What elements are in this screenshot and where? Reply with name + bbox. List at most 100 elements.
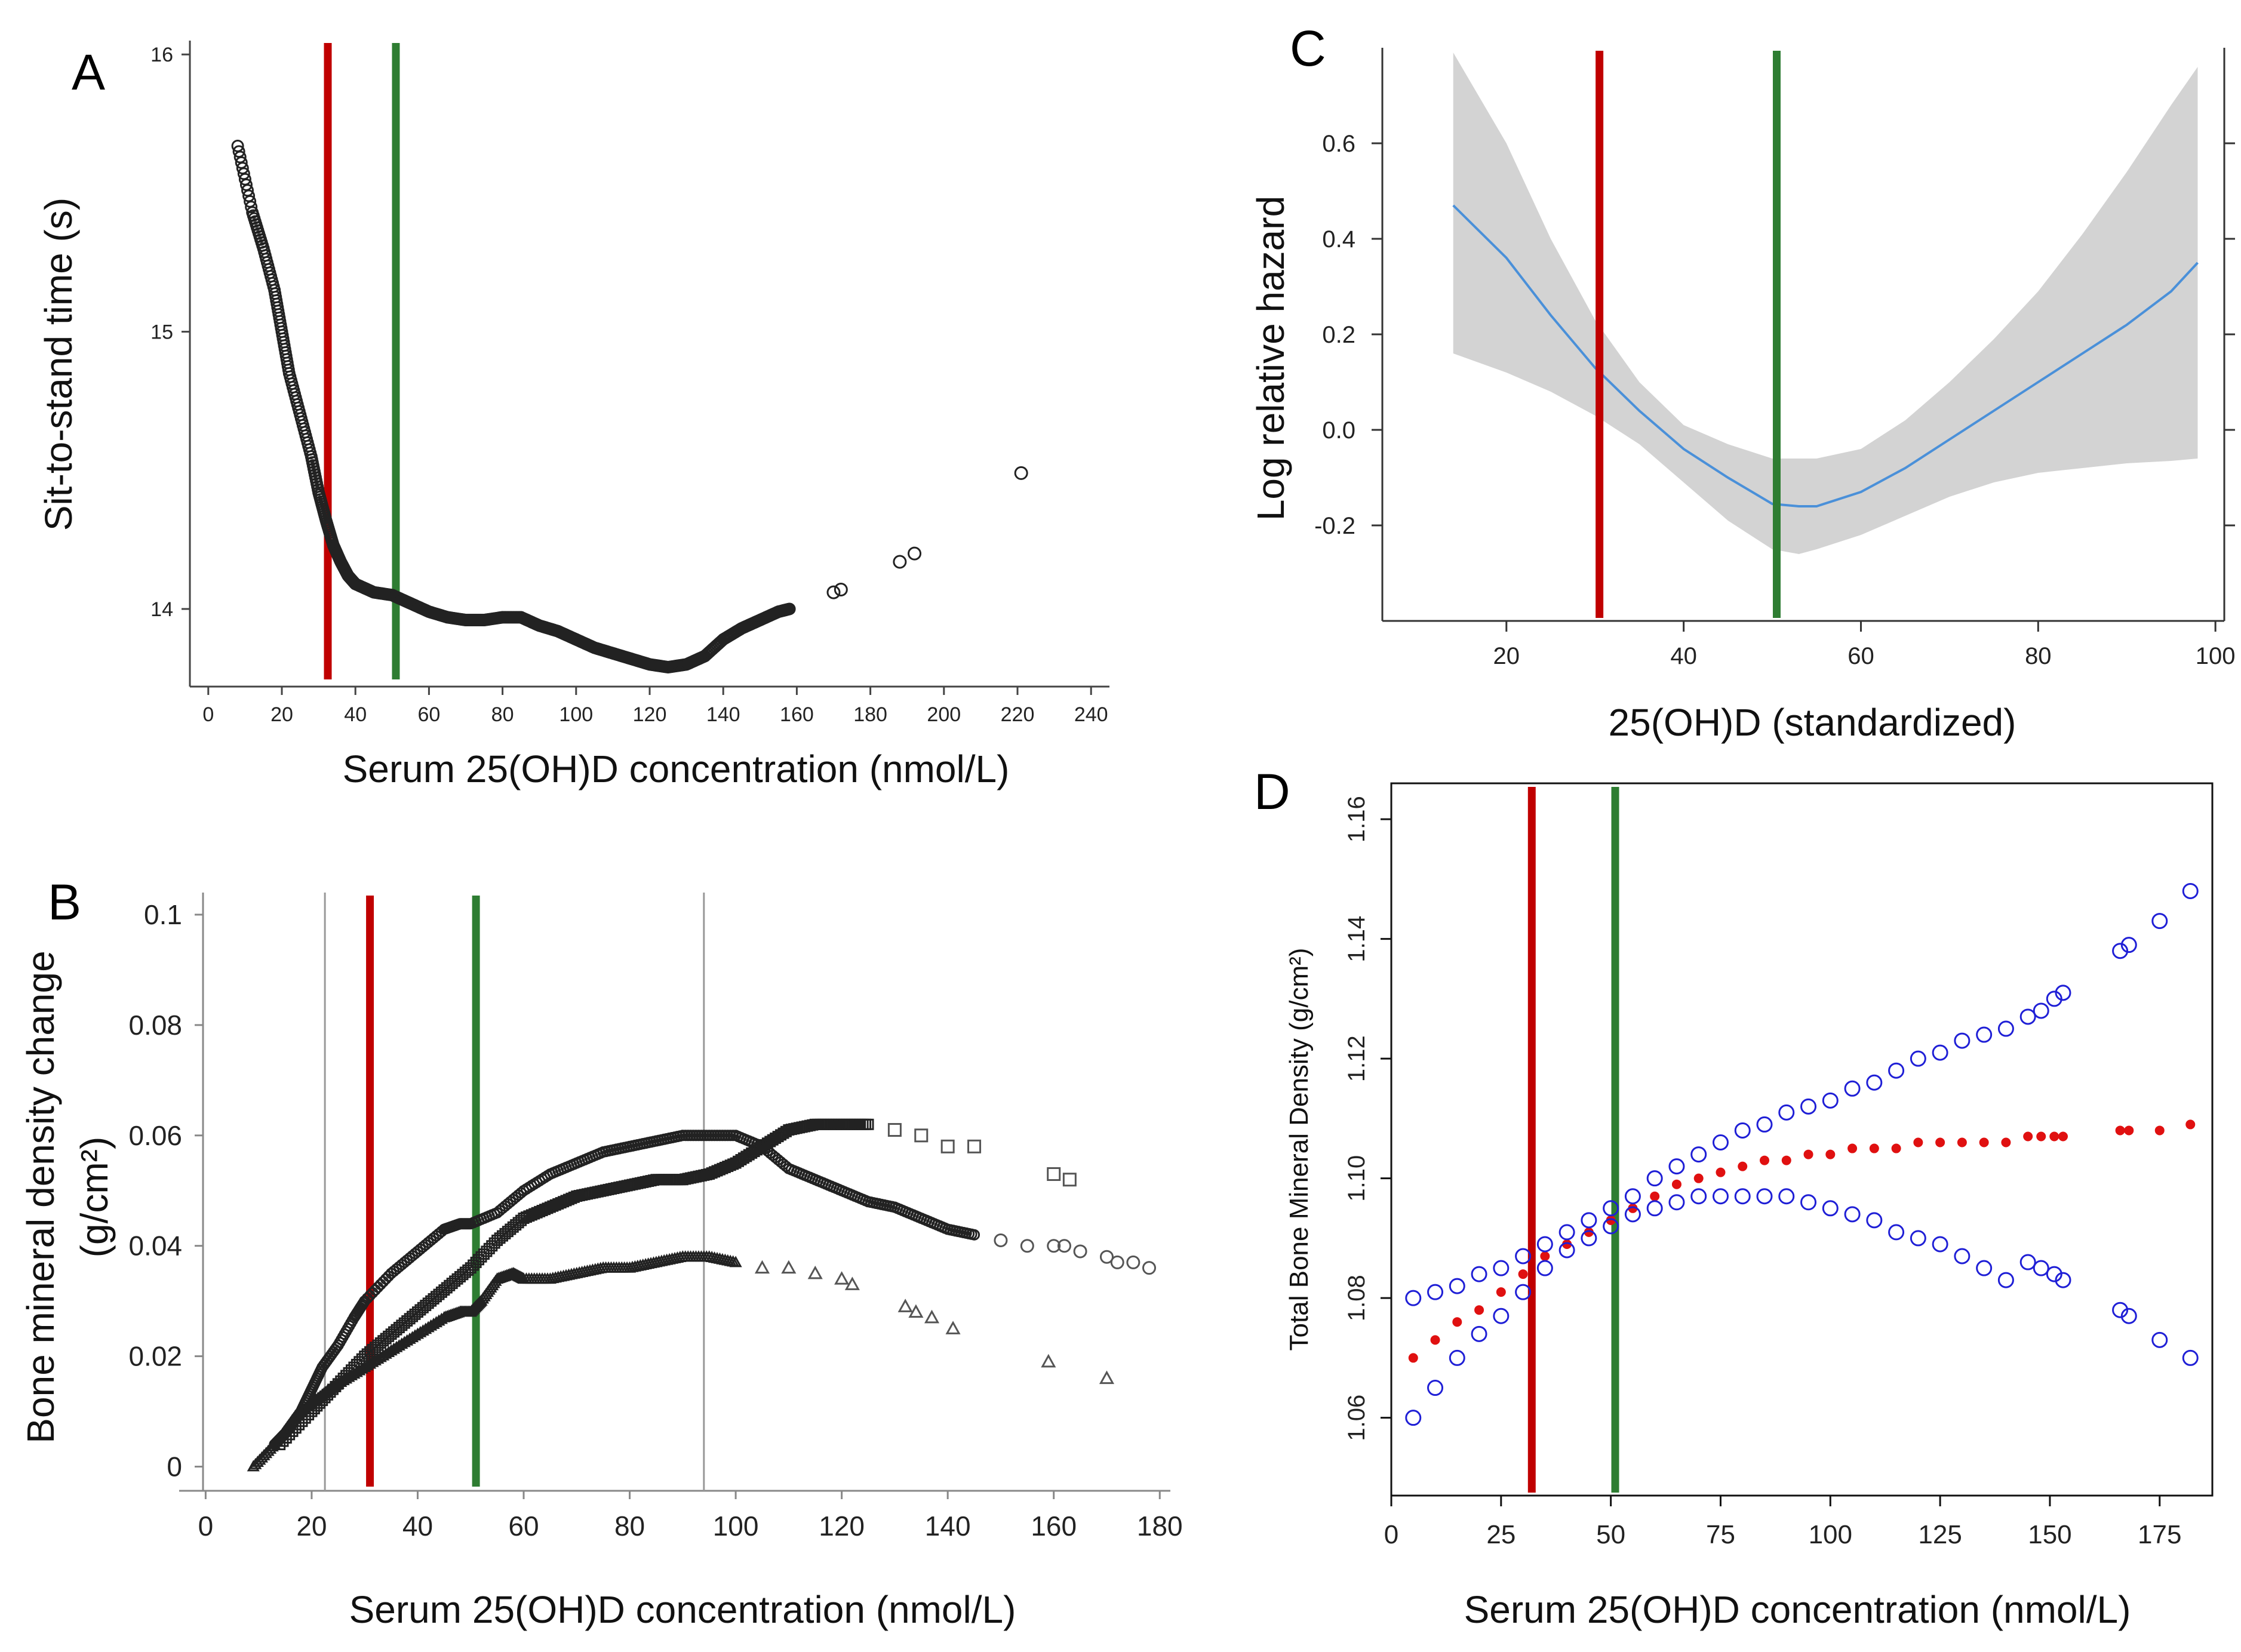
- panel-c-y-tick-label: -0.2: [1314, 513, 1355, 539]
- panel-d-data-point-lower_ci: [2120, 1308, 2137, 1324]
- panel-b-data-point-circles: [1142, 1261, 1156, 1275]
- panel-b-data-point-triangles: [844, 1276, 860, 1290]
- panel-d-data-point-upper_ci: [1734, 1122, 1751, 1139]
- panel-a-x-tick-label: 40: [344, 703, 367, 726]
- panel-d-data-point-upper_ci: [1515, 1248, 1532, 1265]
- panel-a-plot: 0 20 40 60 80 100 120 140 160 180 200 220 240 14 15 16: [150, 41, 1109, 726]
- panel-b-data-point-circles: [380, 1273, 392, 1285]
- panel-b-data-point-circles: [1110, 1255, 1124, 1269]
- panel-d-data-point-upper_ci: [1910, 1050, 1926, 1067]
- panel-b-y-axis-title-line2: (g/cm²): [73, 1137, 116, 1258]
- panel-b-plot: 0 20 40 60 80 100 120 140 160 180 0 0.02 0.04 0.06 0.0…: [128, 893, 1183, 1542]
- panel-a-x-tick-label: 100: [559, 703, 593, 726]
- panel-a: A 0 20 40 60 80 100 120 140 160 180 200 220 240 14 15 1…: [37, 41, 1109, 790]
- panel-d-data-point-upper_ci: [1888, 1062, 1905, 1079]
- panel-d-data-point-lower_ci: [1800, 1194, 1817, 1211]
- panel-d-x-tick-label: 0: [1384, 1520, 1398, 1549]
- panel-d-data-point-upper_ci: [2182, 882, 2199, 899]
- panel-d-letter: D: [1254, 764, 1290, 820]
- panel-b-data-point-triangles: [897, 1299, 913, 1312]
- panel-d-y-tick-label: 1.12: [1344, 1035, 1370, 1082]
- panel-d-data-point-upper_ci: [1756, 1116, 1773, 1133]
- panel-d-data-point-lower_ci: [1646, 1200, 1663, 1217]
- panel-d-data-point-fitted: [1496, 1287, 1506, 1297]
- panel-d-data-point-upper_ci: [1427, 1284, 1444, 1300]
- panel-d-data-point-upper_ci: [1646, 1170, 1663, 1187]
- panel-a-data-point: [1014, 466, 1028, 480]
- panel-d-data-point-upper_ci: [2120, 937, 2137, 953]
- panel-d-data-point-lower_ci: [1976, 1260, 1993, 1276]
- panel-a-data-point: [908, 546, 922, 561]
- panel-d-data-point-fitted: [1869, 1143, 1879, 1153]
- panel-d-data-point-upper_ci: [1603, 1200, 1619, 1217]
- panel-b-data-point-circles: [969, 1229, 980, 1241]
- panel-b-data-point-squares: [862, 1118, 874, 1130]
- panel-a-data-point: [245, 201, 258, 214]
- panel-d-data-point-lower_ci: [1624, 1206, 1641, 1223]
- panel-d-data-point-upper_ci: [2046, 990, 2062, 1007]
- panel-d-data-point-lower_ci: [1581, 1230, 1597, 1247]
- panel-c-x-tick-label: 60: [1847, 643, 1874, 669]
- panel-b-data-point-squares: [1062, 1173, 1077, 1187]
- panel-b-data-point-circles: [1099, 1250, 1114, 1264]
- panel-d-data-point-fitted: [1606, 1215, 1616, 1225]
- panel-c-y-tick-label: 0.0: [1322, 417, 1355, 444]
- panel-d-y-tick-label: 1.14: [1344, 916, 1370, 962]
- panel-b-data-point-triangles: [908, 1304, 924, 1318]
- panel-d-data-point-fitted: [1825, 1149, 1836, 1159]
- panel-a-x-tick-label: 240: [1074, 703, 1108, 726]
- panel-d: D 0 25 50 75 100 125 150 175 1.06 1.08 1.10 1.12 1.1…: [1254, 764, 2214, 1631]
- panel-d-data-point-lower_ci: [2046, 1266, 2062, 1282]
- panel-d-data-point-upper_ci: [1954, 1032, 1971, 1049]
- panel-d-data-point-fitted: [2124, 1125, 2134, 1136]
- panel-b-data-point-squares: [967, 1139, 982, 1153]
- panel-a-letter: A: [72, 44, 105, 100]
- panel-d-data-point-lower_ci: [1449, 1349, 1465, 1366]
- panel-d-data-point-lower_ci: [1405, 1410, 1422, 1426]
- panel-d-data-point-fitted: [1693, 1173, 1704, 1183]
- panel-d-x-tick-label: 75: [1706, 1520, 1735, 1549]
- panel-c-plot: 20 40 60 80 100 -0.2 0.0 0.2 0.4 0.6: [1314, 48, 2236, 669]
- panel-a-x-tick-label: 160: [780, 703, 814, 726]
- panel-d-data-point-lower_ci: [1734, 1188, 1751, 1205]
- panel-a-x-axis-title: Serum 25(OH)D concentration (nmol/L): [343, 747, 1010, 790]
- panel-c-x-axis-title: 25(OH)D (standardized): [1609, 701, 2016, 744]
- panel-d-data-point-lower_ci: [2019, 1254, 2036, 1270]
- panel-d-data-point-upper_ci: [1822, 1092, 1839, 1109]
- panel-b-data-point-triangles: [924, 1309, 940, 1324]
- panel-a-x-tick-label: 140: [706, 703, 740, 726]
- panel-d-data-point-lower_ci: [2182, 1349, 2199, 1366]
- panel-d-data-point-lower_ci: [1997, 1272, 2014, 1288]
- panel-a-data-point: [826, 585, 841, 599]
- panel-b-data-point-triangles: [754, 1260, 770, 1274]
- panel-d-data-point-upper_ci: [1493, 1260, 1510, 1276]
- panel-d-data-point-lower_ci: [1932, 1236, 1948, 1253]
- panel-b-y-tick-label: 0: [167, 1451, 182, 1482]
- panel-b-data-point-triangles: [834, 1271, 850, 1285]
- panel-a-data-point: [834, 582, 848, 596]
- panel-d-data-point-lower_ci: [1844, 1206, 1861, 1223]
- panel-a-x-tick-label: 60: [417, 703, 440, 726]
- panel-d-data-point-upper_ci: [1800, 1098, 1817, 1115]
- panel-d-x-tick-label: 50: [1596, 1520, 1625, 1549]
- panel-d-data-point-fitted: [2001, 1137, 2011, 1148]
- panel-d-data-point-fitted: [1738, 1161, 1748, 1171]
- panel-d-data-point-lower_ci: [1427, 1380, 1444, 1396]
- panel-d-y-axis-title: Total Bone Mineral Density (g/cm²): [1284, 948, 1314, 1351]
- panel-b-data-point-circles: [1073, 1244, 1087, 1259]
- panel-d-data-point-lower_ci: [1712, 1188, 1729, 1205]
- panel-c-x-tick-label: 40: [1670, 643, 1697, 669]
- panel-a-data-point: [893, 555, 907, 569]
- panel-d-data-point-fitted: [2023, 1131, 2033, 1142]
- panel-b-data-point-squares: [1047, 1167, 1061, 1182]
- panel-d-data-point-fitted: [1628, 1203, 1638, 1213]
- panel-c-estimate-curve: [1452, 204, 2199, 507]
- panel-b-data-point-circles: [1047, 1239, 1061, 1253]
- panel-d-data-point-lower_ci: [2055, 1272, 2071, 1288]
- panel-d-data-point-upper_ci: [1668, 1158, 1685, 1175]
- panel-d-data-point-upper_ci: [1449, 1278, 1465, 1294]
- panel-d-data-point-fitted: [1913, 1137, 1923, 1148]
- panel-b-data-point-circles: [1057, 1239, 1071, 1253]
- panel-d-data-point-lower_ci: [1910, 1230, 1926, 1247]
- panel-d-x-tick-label: 100: [1809, 1520, 1852, 1549]
